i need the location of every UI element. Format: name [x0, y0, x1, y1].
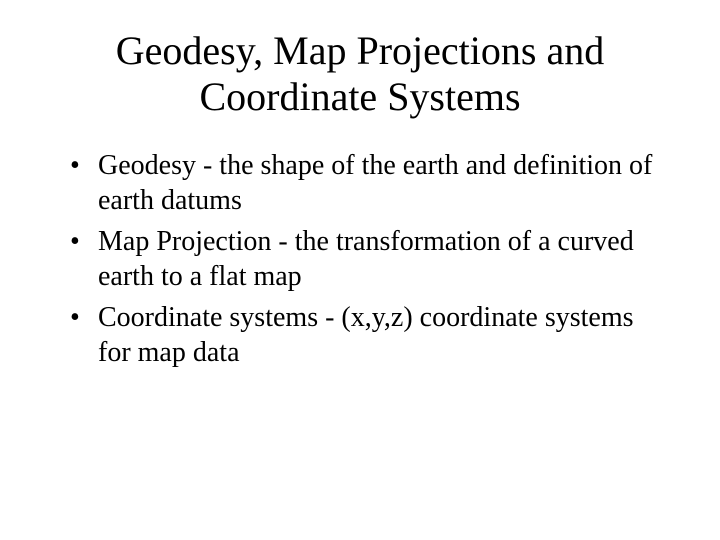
bullet-term: Map Projection	[98, 226, 271, 257]
bullet-term: Geodesy	[98, 150, 196, 181]
bullet-term: Coordinate systems	[98, 302, 318, 333]
slide: Geodesy, Map Projections and Coordinate …	[0, 0, 720, 540]
bullet-list: Geodesy - the shape of the earth and def…	[50, 148, 670, 370]
list-item: Coordinate systems - (x,y,z) coordinate …	[70, 300, 660, 370]
slide-title: Geodesy, Map Projections and Coordinate …	[50, 28, 670, 120]
list-item: Map Projection - the transformation of a…	[70, 224, 660, 294]
list-item: Geodesy - the shape of the earth and def…	[70, 148, 660, 218]
